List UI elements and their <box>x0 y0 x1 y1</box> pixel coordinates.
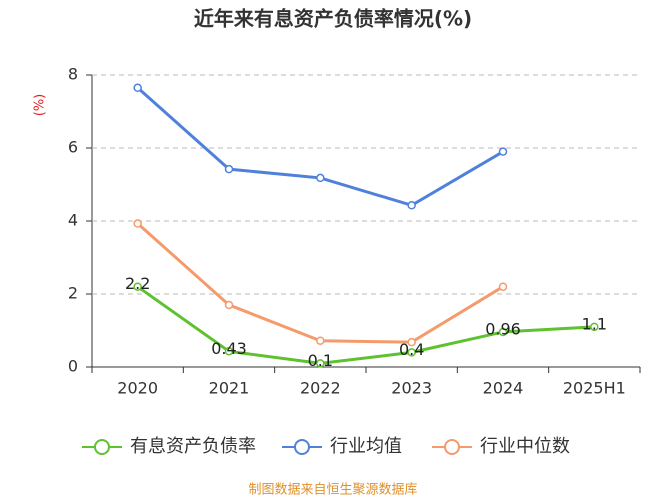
data-point <box>316 173 325 183</box>
y-tick-label: 6 <box>68 138 78 157</box>
data-label: 0.96 <box>485 319 521 338</box>
chart-title: 近年来有息资产负债率情况(%) <box>194 7 472 31</box>
legend-label[interactable]: 行业均值 <box>330 436 402 457</box>
data-point <box>133 83 142 93</box>
legend-marker[interactable] <box>444 439 460 455</box>
data-point <box>590 322 599 332</box>
x-tick-label: 2022 <box>300 379 341 398</box>
data-label: 0.4 <box>399 340 424 359</box>
data-point <box>498 282 508 291</box>
data-point <box>407 348 416 357</box>
y-axis-label: (%) <box>33 94 48 117</box>
x-tick-label: 2021 <box>209 379 250 398</box>
x-tick-label: 2024 <box>483 379 524 398</box>
data-label: 2.2 <box>125 274 150 293</box>
y-tick-label: 4 <box>68 211 78 230</box>
data-point <box>224 300 234 310</box>
x-tick-label: 2023 <box>391 379 432 398</box>
footer: 制图数据来自恒生聚源数据库 <box>248 482 417 498</box>
data-point <box>316 336 325 345</box>
data-point <box>133 219 142 228</box>
data-point <box>316 359 325 368</box>
data-label: 0.43 <box>211 339 247 358</box>
legend-label[interactable]: 有息资产负债率 <box>130 436 256 457</box>
y-tick-label: 0 <box>68 357 78 376</box>
data-point <box>407 337 416 347</box>
data-label: 0.1 <box>308 351 333 370</box>
data-point <box>224 164 234 174</box>
data-point <box>498 147 508 156</box>
data-point <box>407 201 416 210</box>
x-tick-label: 2025H1 <box>563 379 626 398</box>
series-line <box>136 86 504 207</box>
data-point <box>498 327 508 337</box>
data-label: 1.1 <box>582 314 607 333</box>
data-point <box>133 282 142 291</box>
series-line <box>136 285 595 365</box>
data-point <box>224 347 234 356</box>
legend-marker[interactable] <box>294 439 310 455</box>
y-tick-label: 8 <box>68 65 78 84</box>
legend-marker[interactable] <box>94 439 110 455</box>
legend-label[interactable]: 行业中位数 <box>480 436 570 457</box>
y-tick-label: 2 <box>68 284 78 303</box>
x-tick-label: 2020 <box>117 379 158 398</box>
